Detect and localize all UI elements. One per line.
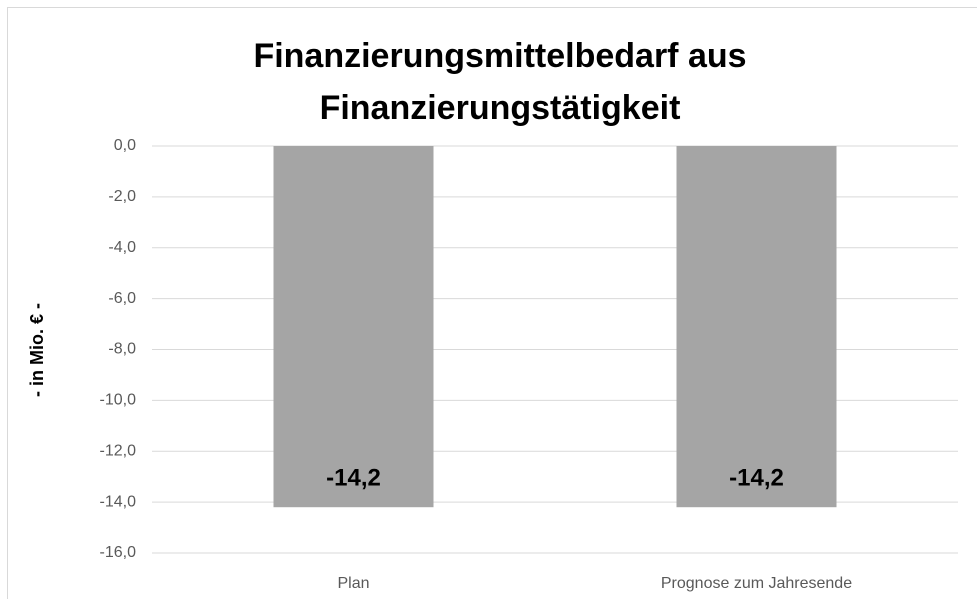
y-tick-label: -10,0 [100, 392, 137, 409]
x-tick-label: Prognose zum Jahresende [661, 575, 852, 592]
y-tick-label: -12,0 [100, 442, 137, 459]
y-tick-label: -16,0 [100, 544, 137, 561]
bar [676, 146, 837, 508]
y-tick-label: -2,0 [108, 188, 136, 205]
y-tick-label: -6,0 [108, 290, 136, 307]
y-tick-label: -8,0 [108, 341, 136, 358]
y-tick-label: -4,0 [108, 239, 136, 256]
y-tick-label: -14,0 [100, 493, 137, 510]
bar [273, 146, 434, 508]
x-tick-label: Plan [337, 575, 369, 592]
data-label: -14,2 [729, 465, 784, 492]
y-axis-title: - in Mio. € - [27, 303, 47, 397]
data-label: -14,2 [326, 465, 381, 492]
chart-title: Finanzierungsmittelbedarf aus [253, 37, 746, 75]
chart-title: Finanzierungstätigkeit [320, 89, 681, 127]
y-tick-label: 0,0 [114, 137, 136, 154]
